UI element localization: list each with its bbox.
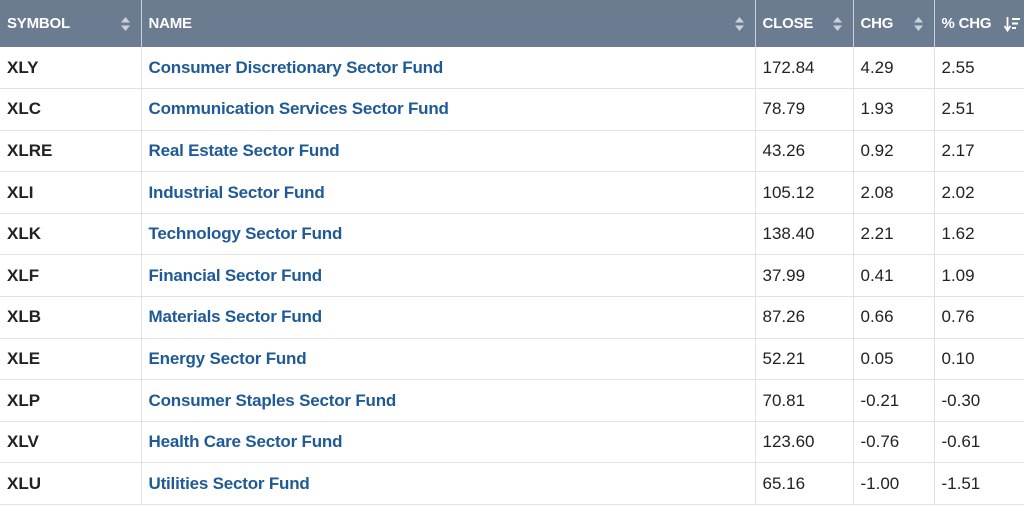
header-close-label: CLOSE [762,15,814,32]
name-cell: Technology Sector Fund [141,213,756,256]
pct-chg-cell: -0.61 [934,421,1024,464]
sort-descending-icon[interactable] [1004,16,1020,32]
header-name[interactable]: NAME [141,0,756,47]
header-name-label: NAME [148,15,193,32]
fund-name-link[interactable]: Utilities Sector Fund [148,473,310,493]
pct-chg-cell: -0.30 [934,379,1024,422]
chg-cell: 2.08 [853,171,935,214]
symbol-cell: XLC [0,88,142,131]
table-row[interactable]: XLB Materials Sector Fund 87.26 0.66 0.76 [0,296,1024,339]
close-cell: 105.12 [755,171,854,214]
fund-name-link[interactable]: Industrial Sector Fund [148,182,325,202]
table-row[interactable]: XLI Industrial Sector Fund 105.12 2.08 2.02 [0,171,1024,214]
sort-icon[interactable] [734,16,745,32]
table-row[interactable]: XLU Utilities Sector Fund 65.16 -1.00 -1.51 [0,462,1024,506]
table-row[interactable]: XLRE Real Estate Sector Fund 43.26 0.92 2.17 [0,130,1024,173]
chg-cell: 0.41 [853,254,935,298]
fund-name-link[interactable]: Financial Sector Fund [148,265,323,285]
close-cell: 52.21 [755,338,854,381]
symbol-cell: XLF [0,254,142,298]
table-row[interactable]: XLV Health Care Sector Fund 123.60 -0.76 -0.… [0,421,1024,464]
symbol-cell: XLB [0,296,142,339]
header-pct-chg-label: % CHG [941,15,992,32]
header-chg-label: CHG [860,15,894,32]
table-row[interactable]: XLY Consumer Discretionary Sector Fund 172… [0,47,1024,90]
close-cell: 78.79 [755,88,854,131]
header-symbol[interactable]: SYMBOL [0,0,142,47]
chg-cell: -0.21 [853,379,935,422]
pct-chg-cell: 1.09 [934,254,1024,298]
pct-chg-cell: 2.51 [934,88,1024,131]
sort-icon[interactable] [832,16,843,32]
name-cell: Consumer Staples Sector Fund [141,379,756,422]
close-cell: 43.26 [755,130,854,173]
chg-cell: 1.93 [853,88,935,131]
chg-cell: 4.29 [853,47,935,90]
symbol-cell: XLU [0,462,142,506]
pct-chg-cell: 2.17 [934,130,1024,173]
header-close[interactable]: CLOSE [755,0,854,47]
header-chg[interactable]: CHG [853,0,935,47]
fund-name-link[interactable]: Consumer Staples Sector Fund [148,390,397,410]
table-header: SYMBOL NAME CLOSE [0,0,1024,47]
name-cell: Communication Services Sector Fund [141,88,756,131]
chg-cell: -1.00 [853,462,935,506]
fund-name-link[interactable]: Energy Sector Fund [148,348,307,368]
fund-name-link[interactable]: Health Care Sector Fund [148,432,343,452]
pct-chg-cell: 2.02 [934,171,1024,214]
sort-icon[interactable] [120,16,131,32]
fund-name-link[interactable]: Communication Services Sector Fund [148,99,449,119]
pct-chg-cell: 1.62 [934,213,1024,256]
close-cell: 123.60 [755,421,854,464]
pct-chg-cell: 0.76 [934,296,1024,339]
close-cell: 172.84 [755,47,854,90]
close-cell: 37.99 [755,254,854,298]
table-row[interactable]: XLC Communication Services Sector Fund 78.… [0,88,1024,131]
header-pct-chg[interactable]: % CHG [934,0,1024,47]
table-body: XLY Consumer Discretionary Sector Fund 172… [0,47,1024,506]
symbol-cell: XLP [0,379,142,422]
close-cell: 70.81 [755,379,854,422]
name-cell: Financial Sector Fund [141,254,756,298]
chg-cell: 0.92 [853,130,935,173]
table-row[interactable]: XLP Consumer Staples Sector Fund 70.81 -0.2… [0,379,1024,422]
name-cell: Real Estate Sector Fund [141,130,756,173]
name-cell: Utilities Sector Fund [141,462,756,506]
fund-name-link[interactable]: Real Estate Sector Fund [148,140,340,160]
name-cell: Materials Sector Fund [141,296,756,339]
symbol-cell: XLI [0,171,142,214]
pct-chg-cell: 2.55 [934,47,1024,90]
name-cell: Energy Sector Fund [141,338,756,381]
table-row[interactable]: XLF Financial Sector Fund 37.99 0.41 1.09 [0,254,1024,298]
sort-icon[interactable] [913,16,924,32]
chg-cell: -0.76 [853,421,935,464]
name-cell: Consumer Discretionary Sector Fund [141,47,756,90]
chg-cell: 2.21 [853,213,935,256]
header-row: SYMBOL NAME CLOSE [0,0,1024,47]
symbol-cell: XLK [0,213,142,256]
name-cell: Industrial Sector Fund [141,171,756,214]
table-row[interactable]: XLK Technology Sector Fund 138.40 2.21 1.62 [0,213,1024,256]
close-cell: 65.16 [755,462,854,506]
fund-name-link[interactable]: Technology Sector Fund [148,224,343,244]
symbol-cell: XLE [0,338,142,381]
header-symbol-label: SYMBOL [7,15,70,32]
chg-cell: 0.05 [853,338,935,381]
pct-chg-cell: -1.51 [934,462,1024,506]
pct-chg-cell: 0.10 [934,338,1024,381]
close-cell: 87.26 [755,296,854,339]
close-cell: 138.40 [755,213,854,256]
symbol-cell: XLV [0,421,142,464]
symbol-cell: XLY [0,47,142,90]
fund-name-link[interactable]: Consumer Discretionary Sector Fund [148,57,444,77]
fund-name-link[interactable]: Materials Sector Fund [148,307,323,327]
name-cell: Health Care Sector Fund [141,421,756,464]
chg-cell: 0.66 [853,296,935,339]
table-row[interactable]: XLE Energy Sector Fund 52.21 0.05 0.10 [0,338,1024,381]
symbol-cell: XLRE [0,130,142,173]
